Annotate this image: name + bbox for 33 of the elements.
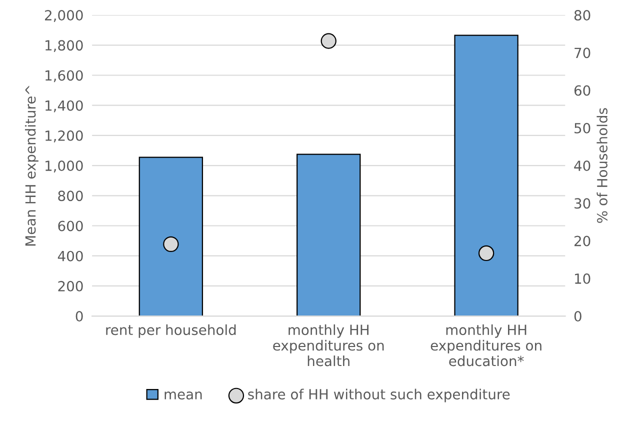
legend-label: mean (164, 392, 202, 400)
y-tick-label: 1,000 (46, 160, 83, 172)
bar (454, 34, 518, 316)
y-tick-label: 1,200 (46, 130, 83, 142)
y2-tick-label: 40 (574, 160, 590, 172)
y-tick-label: 400 (58, 250, 83, 262)
x-tick-label: monthly HH expenditures on health (273, 324, 384, 366)
point (320, 33, 336, 49)
y2-tick-label: 60 (574, 85, 590, 96)
y-tick-label: 1,800 (46, 40, 83, 52)
bar (296, 154, 361, 316)
y2-tick-label: 50 (574, 122, 590, 134)
bar (138, 156, 204, 316)
y2-tick-label: 70 (574, 48, 590, 58)
y2-tick-label: 80 (574, 10, 590, 21)
y2-tick-label: 30 (574, 198, 590, 209)
point (478, 245, 494, 262)
x-tick-label: rent per household (106, 324, 236, 338)
y2-tick-label: 0 (574, 311, 582, 322)
y2-axis-title: % of Households (596, 108, 608, 223)
y-tick-label: 200 (58, 280, 83, 292)
y-axis-title: Mean HH expenditure^ (24, 86, 38, 246)
x-tick-label: monthly HH expenditures on education* (430, 324, 542, 366)
y-tick-label: 0 (76, 311, 83, 322)
y2-tick-label: 10 (575, 273, 590, 284)
point (163, 236, 179, 252)
y-tick-label: 800 (58, 190, 83, 202)
legend-label: share of HH without such expenditure (248, 388, 510, 402)
y2-tick-label: 20 (574, 236, 590, 246)
y-tick-label: 600 (58, 220, 83, 232)
y-tick-label: 1,400 (46, 100, 83, 112)
y-tick-label: 1,600 (46, 70, 83, 82)
y-tick-label: 2,000 (45, 10, 83, 22)
